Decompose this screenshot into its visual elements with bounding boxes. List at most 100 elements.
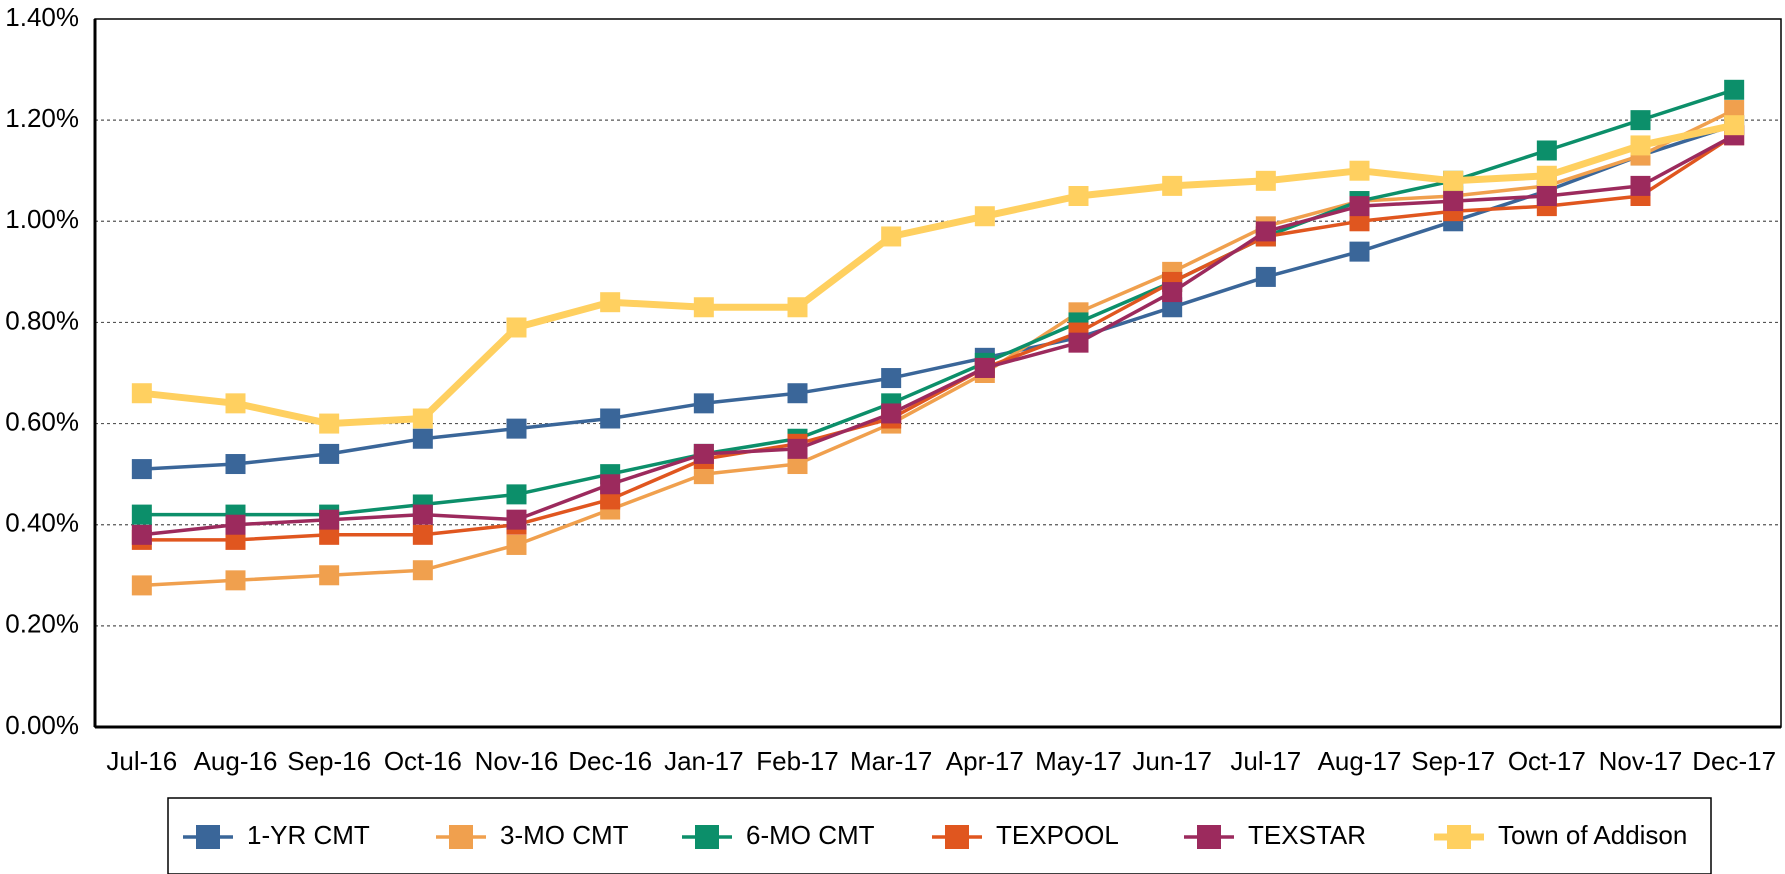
legend-marker <box>196 825 220 849</box>
data-point <box>693 464 714 485</box>
data-point <box>1724 115 1745 136</box>
data-point <box>693 443 714 464</box>
y-tick-label: 1.40% <box>5 2 79 32</box>
data-point <box>1162 297 1183 318</box>
data-point <box>412 504 433 525</box>
data-point <box>693 297 714 318</box>
data-point <box>693 393 714 414</box>
data-point <box>600 474 621 495</box>
x-tick-label: Jul-17 <box>1230 746 1301 776</box>
data-point <box>787 297 808 318</box>
data-point <box>131 383 152 404</box>
data-point <box>600 489 621 510</box>
series-line <box>141 121 1735 428</box>
data-point <box>131 504 152 525</box>
data-point <box>1255 266 1276 287</box>
legend-label: 6-MO CMT <box>746 820 875 850</box>
data-point <box>881 226 902 247</box>
data-point <box>225 514 246 535</box>
data-point <box>787 383 808 404</box>
y-tick-label: 1.20% <box>5 103 79 133</box>
series-line <box>141 123 1735 471</box>
data-point <box>1162 282 1183 303</box>
data-point <box>881 403 902 424</box>
data-point <box>1630 135 1651 156</box>
data-point <box>506 317 527 338</box>
data-point <box>1255 170 1276 191</box>
data-point <box>506 534 527 555</box>
data-point <box>506 418 527 439</box>
data-point <box>1443 191 1464 212</box>
series-line <box>141 133 1736 537</box>
x-tick-label: Oct-16 <box>384 746 462 776</box>
data-point <box>1349 241 1370 262</box>
data-point <box>412 560 433 581</box>
x-tick-label: Dec-17 <box>1692 746 1776 776</box>
x-tick-label: Jan-17 <box>664 746 744 776</box>
x-tick-label: May-17 <box>1035 746 1122 776</box>
x-tick-label: Aug-16 <box>194 746 278 776</box>
data-point <box>1349 211 1370 232</box>
data-point <box>1536 165 1557 186</box>
data-point <box>1536 140 1557 161</box>
data-point <box>506 509 527 530</box>
data-point <box>319 413 340 434</box>
x-tick-label: Sep-17 <box>1411 746 1495 776</box>
x-tick-label: Feb-17 <box>756 746 838 776</box>
data-point <box>225 393 246 414</box>
y-tick-label: 0.80% <box>5 305 79 335</box>
y-tick-label: 0.40% <box>5 508 79 538</box>
data-point <box>131 459 152 480</box>
y-tick-label: 0.60% <box>5 406 79 436</box>
series-line <box>141 88 1735 517</box>
data-point <box>1630 175 1651 196</box>
y-tick-label: 1.00% <box>5 204 79 234</box>
data-point <box>131 575 152 596</box>
data-point <box>1443 170 1464 191</box>
legend-marker <box>695 825 719 849</box>
data-point <box>412 524 433 545</box>
legend-marker <box>945 825 969 849</box>
data-point <box>1349 160 1370 181</box>
data-point <box>974 357 995 378</box>
data-point <box>600 292 621 313</box>
x-tick-label: Jul-16 <box>106 746 177 776</box>
data-point <box>412 408 433 429</box>
data-point <box>1630 110 1651 131</box>
data-point <box>1068 332 1089 353</box>
data-point <box>225 454 246 475</box>
data-point <box>1536 186 1557 206</box>
x-tick-label: Nov-16 <box>475 746 559 776</box>
data-point <box>1255 221 1276 242</box>
legend-label: Town of Addison <box>1498 820 1687 850</box>
x-tick-label: Aug-17 <box>1318 746 1402 776</box>
series-line <box>141 133 1736 542</box>
data-point <box>1724 79 1745 100</box>
data-point <box>881 368 902 389</box>
data-point <box>787 438 808 459</box>
data-point <box>600 408 621 429</box>
data-point <box>319 509 340 530</box>
data-point <box>412 428 433 449</box>
legend-label: TEXPOOL <box>996 820 1119 850</box>
data-point <box>506 484 527 505</box>
legend-marker <box>449 825 473 849</box>
data-point <box>974 206 995 227</box>
x-tick-label: Dec-16 <box>568 746 652 776</box>
x-tick-label: Sep-16 <box>287 746 371 776</box>
data-point <box>225 570 246 591</box>
plot-frame <box>94 18 1782 728</box>
data-point <box>319 565 340 586</box>
data-point <box>225 529 246 550</box>
series-line <box>141 108 1735 588</box>
data-point <box>1724 100 1745 121</box>
data-point <box>319 443 340 464</box>
x-tick-label: Oct-17 <box>1508 746 1586 776</box>
legend-label: 3-MO CMT <box>500 820 629 850</box>
x-tick-label: Nov-17 <box>1599 746 1683 776</box>
data-point <box>1162 175 1183 196</box>
y-tick-label: 0.00% <box>5 710 79 740</box>
x-tick-label: Jun-17 <box>1132 746 1212 776</box>
x-tick-label: Mar-17 <box>850 746 932 776</box>
